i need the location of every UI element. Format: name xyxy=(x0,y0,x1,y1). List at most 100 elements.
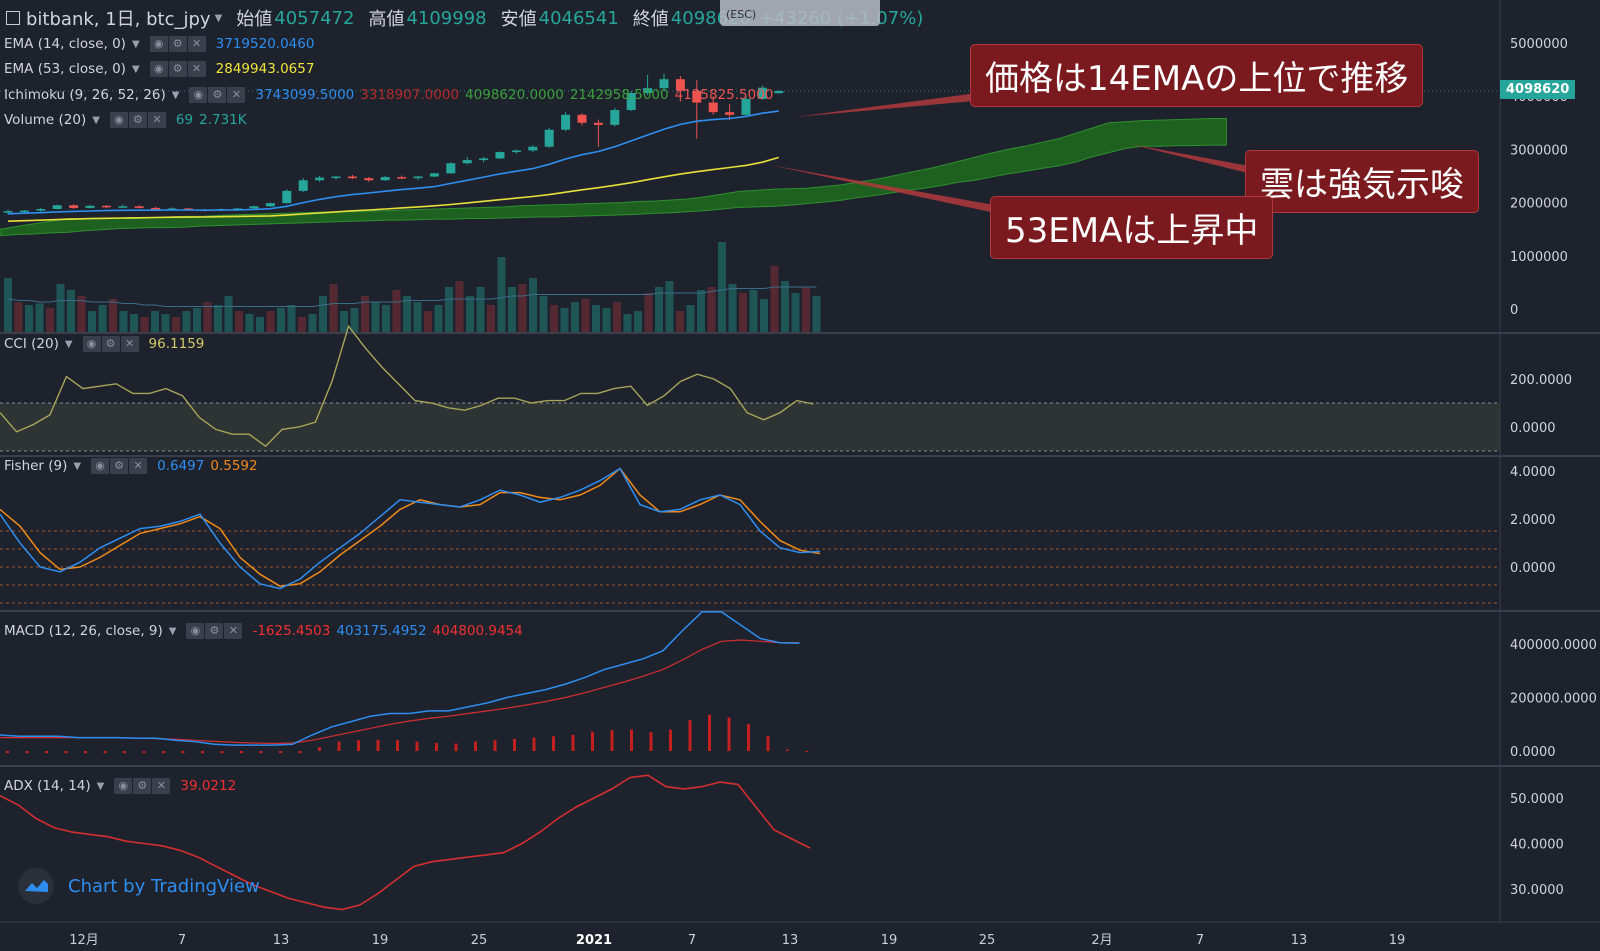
close-icon[interactable]: ✕ xyxy=(147,112,166,128)
macd-histogram-bar xyxy=(454,743,458,751)
chevron-down-icon[interactable]: ▼ xyxy=(131,63,140,75)
close-icon[interactable]: ✕ xyxy=(152,778,171,794)
visibility-icon[interactable]: ◉ xyxy=(149,61,168,77)
close-icon[interactable]: ✕ xyxy=(187,36,206,52)
candle-body xyxy=(101,205,111,208)
gear-icon[interactable]: ⚙ xyxy=(208,87,227,103)
time-axis-tick: 25 xyxy=(471,933,488,948)
volume-bar xyxy=(466,296,474,332)
annotation-cloud[interactable]: 雲は強気示唆 xyxy=(1245,150,1479,213)
gear-icon[interactable]: ⚙ xyxy=(133,778,152,794)
gear-icon[interactable]: ⚙ xyxy=(101,336,120,352)
close-icon[interactable]: ✕ xyxy=(187,61,206,77)
volume-bar xyxy=(749,290,758,332)
cci-name[interactable]: CCI (20) xyxy=(4,336,59,352)
volume-bar xyxy=(781,281,789,332)
volume-bar xyxy=(707,287,716,332)
volume-bar xyxy=(686,305,695,332)
annotation-ema14[interactable]: 価格は14EMAの上位で推移 xyxy=(970,44,1424,107)
macd-histogram-bar xyxy=(669,729,672,751)
visibility-icon[interactable]: ◉ xyxy=(91,458,110,474)
volume-bar xyxy=(802,287,810,332)
candle-body xyxy=(708,102,718,113)
volume-bar xyxy=(728,284,737,332)
legend-ema53: EMA (53, close, 0) ▼ ◉ ⚙ ✕ 2849943.0657 xyxy=(4,61,314,77)
visibility-icon[interactable]: ◉ xyxy=(186,623,205,639)
candle-body xyxy=(774,90,784,94)
gear-icon[interactable]: ⚙ xyxy=(128,112,147,128)
annotation-pointer xyxy=(770,165,1000,214)
fisher-name[interactable]: Fisher (9) xyxy=(4,458,68,474)
close-icon[interactable]: ✕ xyxy=(227,87,246,103)
symbol-title[interactable]: bitbank, 1日, btc_jpy xyxy=(26,9,211,30)
chevron-down-icon[interactable]: ▼ xyxy=(64,338,73,350)
volume-bar xyxy=(119,311,128,332)
gear-icon[interactable]: ⚙ xyxy=(168,61,187,77)
tradingview-text: Chart by TradingView xyxy=(68,875,260,897)
volume-bar xyxy=(77,296,86,332)
candle-body xyxy=(462,160,472,164)
volume-bar xyxy=(98,305,107,332)
candle-body xyxy=(3,211,13,213)
macd-signal-line xyxy=(0,639,800,745)
collapse-icon[interactable] xyxy=(6,11,20,25)
visibility-icon[interactable]: ◉ xyxy=(109,112,128,128)
chevron-down-icon[interactable]: ▼ xyxy=(131,38,140,50)
visibility-icon[interactable]: ◉ xyxy=(114,778,133,794)
volume-bar xyxy=(266,311,275,332)
volume-bar xyxy=(329,284,338,332)
macd-histogram-bar xyxy=(630,729,633,751)
macd-axis-tick: 200000.0000 xyxy=(1510,692,1597,707)
ichimoku-v5: 4135825.5000 xyxy=(674,87,774,103)
chevron-down-icon[interactable]: ▼ xyxy=(168,625,177,637)
candle-body xyxy=(757,87,767,99)
legend-controls: ◉ ⚙ ✕ xyxy=(186,623,243,639)
volume-bar xyxy=(130,314,138,332)
candle-body xyxy=(577,114,587,123)
chevron-down-icon[interactable]: ▼ xyxy=(214,12,223,24)
candle-body xyxy=(380,177,390,181)
visibility-icon[interactable]: ◉ xyxy=(149,36,168,52)
ema53-name[interactable]: EMA (53, close, 0) xyxy=(4,61,126,77)
visibility-icon[interactable]: ◉ xyxy=(82,336,101,352)
gear-icon[interactable]: ⚙ xyxy=(205,623,224,639)
chevron-down-icon[interactable]: ▼ xyxy=(73,460,82,472)
close-icon[interactable]: ✕ xyxy=(224,623,243,639)
close-icon[interactable]: ✕ xyxy=(120,336,139,352)
volume-v2: 2.731K xyxy=(199,112,247,128)
low-value: 4046541 xyxy=(538,7,619,29)
macd-name[interactable]: MACD (12, 26, close, 9) xyxy=(4,623,163,639)
candle-body xyxy=(741,98,751,115)
macd-v2: 403175.4952 xyxy=(336,623,427,639)
macd-v1: -1625.4503 xyxy=(252,623,331,639)
volume-bar xyxy=(224,296,233,332)
volume-name[interactable]: Volume (20) xyxy=(4,112,87,128)
chevron-down-icon[interactable]: ▼ xyxy=(92,114,100,126)
candle-body xyxy=(265,203,275,207)
ichimoku-name[interactable]: Ichimoku (9, 26, 52, 26) xyxy=(4,87,166,103)
volume-bar xyxy=(151,311,159,332)
adx-name[interactable]: ADX (14, 14) xyxy=(4,778,91,794)
visibility-icon[interactable]: ◉ xyxy=(189,87,208,103)
chevron-down-icon[interactable]: ▼ xyxy=(96,780,105,792)
gear-icon[interactable]: ⚙ xyxy=(168,36,187,52)
macd-histogram-bar xyxy=(298,751,302,754)
time-axis-tick: 2021 xyxy=(576,933,612,948)
time-axis-tick: 7 xyxy=(688,933,696,948)
macd-histogram-bar xyxy=(123,751,126,754)
tradingview-logo[interactable]: Chart by TradingView xyxy=(18,868,260,904)
ichimoku-v2: 3318907.0000 xyxy=(360,87,460,103)
ichimoku-cloud xyxy=(0,118,1227,237)
candle-body xyxy=(282,190,292,204)
chevron-down-icon[interactable]: ▼ xyxy=(171,89,180,101)
ema14-name[interactable]: EMA (14, close, 0) xyxy=(4,36,126,52)
volume-bar xyxy=(308,314,317,332)
volume-bar xyxy=(770,266,779,332)
macd-histogram-bar xyxy=(649,732,653,751)
close-icon[interactable]: ✕ xyxy=(129,458,148,474)
annotation-ema53[interactable]: 53EMAは上昇中 xyxy=(990,196,1274,259)
last-price-tag: 4098620 xyxy=(1500,80,1576,99)
volume-bar xyxy=(602,308,611,332)
fullscreen-exit-hint[interactable]: (ESC) xyxy=(720,0,880,26)
gear-icon[interactable]: ⚙ xyxy=(110,458,129,474)
